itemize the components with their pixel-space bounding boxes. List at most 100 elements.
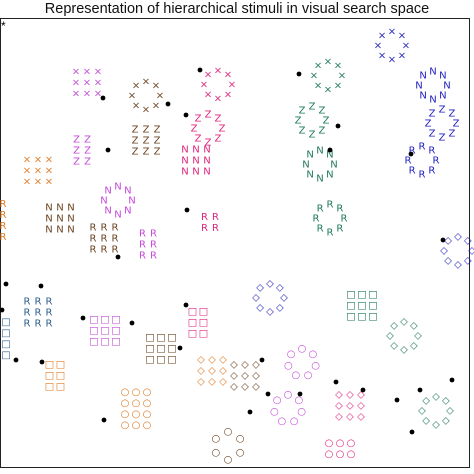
stimulus-z: Z — [429, 109, 436, 120]
stimulus-diamond: ◇ — [454, 260, 462, 271]
stimulus-cluster-z-violet: Z ZZ ZZ Z — [73, 135, 91, 168]
stimulus-square: □ — [346, 301, 355, 312]
stimulus-square: □ — [145, 355, 154, 366]
stimulus-circle: ○ — [325, 438, 334, 449]
target-dot — [129, 320, 135, 326]
stimulus-z: Z — [84, 146, 91, 157]
stimulus-z: Z — [318, 125, 325, 136]
stimulus-cluster-r-brown: R R RR R RR R R — [90, 223, 119, 256]
stimulus-square: □ — [1, 339, 10, 350]
stimulus-n: N — [306, 150, 313, 161]
stimulus-n: N — [419, 90, 426, 101]
stimulus-x: × — [338, 71, 346, 82]
stimulus-r: R — [46, 297, 53, 308]
stimulus-n: N — [192, 156, 199, 167]
stimulus-x: × — [156, 91, 164, 102]
stimulus-r: R — [336, 204, 343, 215]
stimulus-diamond: ◇ — [454, 232, 462, 243]
stimulus-r: R — [419, 170, 426, 181]
stimulus-x: × — [132, 100, 140, 111]
stimulus-r: R — [90, 223, 97, 234]
stimulus-square: □ — [1, 317, 10, 328]
stimulus-diamond: ◇ — [464, 236, 472, 247]
stimulus-circle: ○ — [336, 438, 345, 449]
stimulus-diamond: ◇ — [266, 279, 274, 290]
stimulus-x: × — [388, 55, 396, 66]
stimulus-circle: ○ — [224, 455, 233, 466]
stimulus-diamond: ◇ — [442, 415, 450, 426]
stimulus-diamond: ◇ — [414, 331, 422, 342]
stimulus-n: N — [439, 90, 446, 101]
stimulus-diamond: ◇ — [422, 396, 430, 407]
stimulus-r: R — [409, 146, 416, 157]
target-dot — [39, 359, 45, 365]
stimulus-z: Z — [143, 136, 150, 147]
stimulus-n: N — [100, 196, 107, 207]
stimulus-z: Z — [143, 125, 150, 136]
stimulus-diamond: ◇ — [335, 412, 343, 423]
stimulus-square: □ — [167, 344, 176, 355]
stimulus-n: N — [203, 145, 210, 156]
stimulus-x: × — [83, 78, 91, 89]
stimulus-square: □ — [89, 326, 98, 337]
stimulus-n: N — [56, 214, 63, 225]
stimulus-r: R — [201, 212, 208, 223]
stimulus-cluster-diamond-orange: ◇ ◇ ◇◇ ◇ ◇◇ ◇ ◇ — [197, 355, 227, 388]
stimulus-r: R — [139, 229, 146, 240]
stimulus-z: Z — [309, 130, 316, 141]
stimulus-cluster-square-magenta: □ □□ □□ □ — [188, 307, 208, 340]
stimulus-z: Z — [205, 110, 212, 121]
stimulus-x: × — [45, 155, 53, 166]
stimulus-cluster-square-orange: □ □□ □□ □ — [45, 360, 65, 393]
stimulus-diamond: ◇ — [197, 366, 205, 377]
stimulus-n: N — [326, 150, 333, 161]
stimulus-r: R — [405, 156, 412, 167]
stimulus-circle: ○ — [236, 448, 245, 459]
target-dot — [440, 237, 446, 243]
stimulus-r: R — [150, 240, 157, 251]
stimulus-x: × — [94, 78, 102, 89]
stimulus-circle: ○ — [347, 449, 356, 460]
stimulus-diamond: ◇ — [390, 340, 398, 351]
stimulus-n: N — [203, 167, 210, 178]
stimulus-cluster-circle-violet: ○ ○○○○○○ — [284, 344, 320, 382]
stimulus-x: × — [334, 61, 342, 72]
stimulus-square: □ — [357, 312, 366, 323]
stimulus-n: N — [124, 205, 131, 216]
stimulus-n: N — [181, 145, 188, 156]
stimulus-z: Z — [154, 125, 161, 136]
stimulus-r: R — [150, 229, 157, 240]
stimulus-n: N — [124, 186, 131, 197]
target-dot — [333, 379, 339, 385]
stimulus-diamond: ◇ — [219, 355, 227, 366]
stimulus-x: × — [34, 166, 42, 177]
stimulus-x: × — [314, 61, 322, 72]
stimulus-square: □ — [188, 307, 197, 318]
stimulus-circle: ○ — [224, 427, 233, 438]
stimulus-cluster-n-magenta: N N NN N NN N N — [181, 145, 210, 178]
stimulus-circle: ○ — [143, 398, 152, 409]
stimulus-circle: ○ — [292, 370, 301, 381]
stimulus-z: Z — [143, 147, 150, 158]
stimulus-cluster-square-teal: □ □ □□ □ □□ □ □ — [346, 290, 377, 323]
stimulus-n: N — [192, 167, 199, 178]
stimulus-n: N — [302, 160, 309, 171]
stimulus-r: R — [0, 221, 7, 232]
target-dot — [296, 71, 302, 77]
stimulus-circle: ○ — [336, 449, 345, 460]
stimulus-square: □ — [56, 371, 65, 382]
stimulus-x: × — [214, 66, 222, 77]
target-dot — [335, 123, 341, 129]
stimulus-n: N — [114, 182, 121, 193]
stimulus-x: × — [314, 80, 322, 91]
stimulus-cluster-diamond-magenta: ◇ ◇ ◇◇ ◇ ◇◇ ◇ ◇ — [335, 390, 365, 423]
stimulus-x: × — [94, 67, 102, 78]
stimulus-square: □ — [111, 315, 120, 326]
stimulus-circle: ○ — [290, 416, 299, 427]
stimulus-circle: ○ — [309, 349, 318, 360]
stimulus-square: □ — [145, 333, 154, 344]
stimulus-x: × — [310, 71, 318, 82]
stimulus-diamond: ◇ — [446, 406, 454, 417]
stimulus-x: × — [204, 89, 212, 100]
